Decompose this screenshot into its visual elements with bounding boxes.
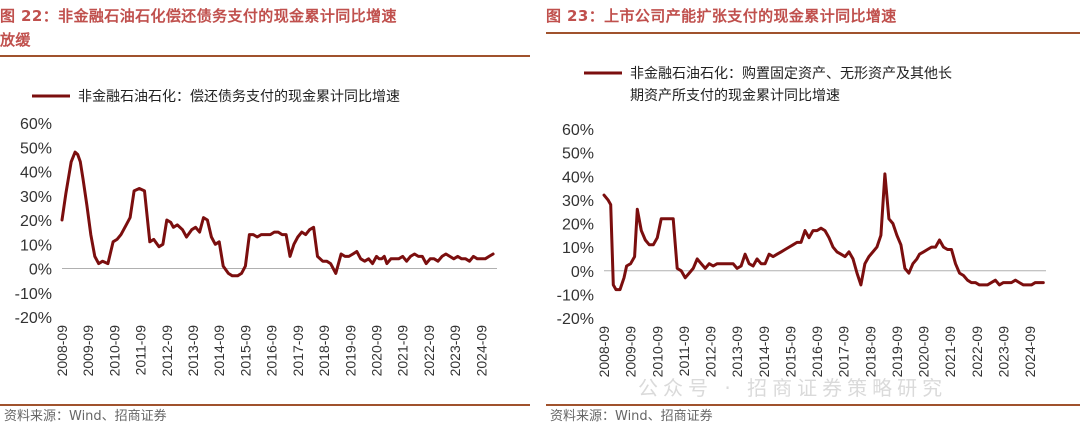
x-tick-label: 2011-09 bbox=[133, 325, 149, 376]
x-tick-label: 2015-09 bbox=[237, 325, 253, 377]
x-tick-label: 2010-09 bbox=[106, 325, 122, 377]
x-tick-label: 2018-09 bbox=[862, 326, 878, 378]
x-tick-label: 2016-09 bbox=[264, 325, 280, 377]
chart-title-right: 图 23：上市公司产能扩张支付的现金累计同比增速 bbox=[546, 7, 897, 25]
legend-label: 期资产所支付的现金累计同比增速 bbox=[630, 88, 840, 104]
bottom-divider-right bbox=[546, 404, 1080, 406]
y-tick-label: -10% bbox=[557, 287, 594, 304]
chart-title-left-line2: 放缓 bbox=[0, 31, 31, 49]
x-tick-label: 2019-09 bbox=[342, 325, 358, 377]
x-tick-label: 2023-09 bbox=[995, 326, 1011, 378]
x-tick-label: 2013-09 bbox=[729, 326, 745, 378]
x-tick-label: 2019-09 bbox=[889, 326, 905, 378]
x-tick-label: 2022-09 bbox=[421, 325, 437, 377]
series-line bbox=[60, 150, 495, 278]
y-tick-label: -20% bbox=[15, 310, 52, 327]
line-chart-left: 非金融石油石化：偿还债务支付的现金累计同比增速 60% 50% 40% 30% 20% 10… bbox=[15, 89, 497, 377]
y-tick-label: -10% bbox=[15, 286, 52, 303]
y-tick-label: 40% bbox=[562, 169, 594, 186]
y-tick-label: 40% bbox=[20, 165, 52, 182]
x-tick-label: 2009-09 bbox=[80, 325, 96, 377]
y-tick-label: -20% bbox=[557, 311, 594, 328]
x-tick-label: 2015-09 bbox=[782, 326, 798, 378]
x-tick-label: 2021-09 bbox=[395, 325, 411, 377]
y-tick-label: 60% bbox=[20, 116, 52, 133]
y-tick-label: 30% bbox=[20, 189, 52, 206]
watermark: 公众号 · 招商证券策略研究 bbox=[638, 376, 948, 400]
x-tick-label: 2012-09 bbox=[159, 325, 175, 377]
y-tick-label: 0% bbox=[29, 262, 52, 279]
x-tick-label: 2023-09 bbox=[447, 325, 463, 377]
x-tick-label: 2021-09 bbox=[942, 326, 958, 378]
y-tick-label: 10% bbox=[20, 237, 52, 254]
x-tick-label: 2008-09 bbox=[54, 325, 70, 377]
x-tick-label: 2009-09 bbox=[623, 326, 639, 378]
title-divider-left bbox=[0, 55, 530, 57]
y-tick-label: 20% bbox=[20, 213, 52, 230]
x-tick-label: 2011-09 bbox=[676, 326, 692, 377]
x-tick-label: 2020-09 bbox=[916, 326, 932, 378]
y-tick-label: 10% bbox=[562, 240, 594, 257]
y-tick-label: 20% bbox=[562, 217, 594, 234]
y-tick-label: 0% bbox=[571, 264, 594, 281]
bottom-divider-left bbox=[0, 404, 530, 406]
x-tick-label: 2014-09 bbox=[211, 325, 227, 377]
x-tick-label: 2014-09 bbox=[756, 326, 772, 378]
x-tick-label: 2017-09 bbox=[290, 325, 306, 377]
title-divider-right bbox=[546, 32, 1080, 34]
chart-title-left: 图 22：非金融石油石化偿还债务支付的现金累计同比增速 放缓 bbox=[0, 4, 397, 52]
y-tick-label: 30% bbox=[562, 193, 594, 210]
x-tick-label: 2017-09 bbox=[836, 326, 852, 378]
source-note-right: 资料来源：Wind、招商证券 bbox=[550, 409, 713, 424]
series-line bbox=[602, 172, 1045, 292]
x-tick-label: 2024-09 bbox=[1022, 326, 1038, 378]
y-tick-label: 60% bbox=[562, 122, 594, 139]
chart-title-left-line1: 图 22：非金融石油石化偿还债务支付的现金累计同比增速 bbox=[0, 7, 397, 25]
legend-label: 非金融石油石化：偿还债务支付的现金累计同比增速 bbox=[78, 89, 400, 105]
x-tick-label: 2022-09 bbox=[969, 326, 985, 378]
x-tick-label: 2016-09 bbox=[809, 326, 825, 378]
x-tick-label: 2012-09 bbox=[703, 326, 719, 378]
legend-label: 非金融石油石化：购置固定资产、无形资产及其他长 bbox=[630, 66, 952, 82]
y-tick-label: 50% bbox=[20, 140, 52, 157]
x-tick-label: 2010-09 bbox=[649, 326, 665, 378]
x-tick-label: 2018-09 bbox=[316, 325, 332, 377]
chart-panel-left: 图 22：非金融石油石化偿还债务支付的现金累计同比增速 放缓 非金融石油石化：偿… bbox=[0, 0, 530, 432]
source-note-left: 资料来源：Wind、招商证券 bbox=[4, 409, 167, 424]
x-tick-label: 2024-09 bbox=[473, 325, 489, 377]
x-tick-label: 2008-09 bbox=[596, 326, 612, 378]
x-tick-label: 2013-09 bbox=[185, 325, 201, 377]
chart-panel-right: 图 23：上市公司产能扩张支付的现金累计同比增速 非金融石油石化：购置固定资产、… bbox=[546, 0, 1080, 432]
x-tick-label: 2020-09 bbox=[368, 325, 384, 377]
y-tick-label: 50% bbox=[562, 146, 594, 163]
